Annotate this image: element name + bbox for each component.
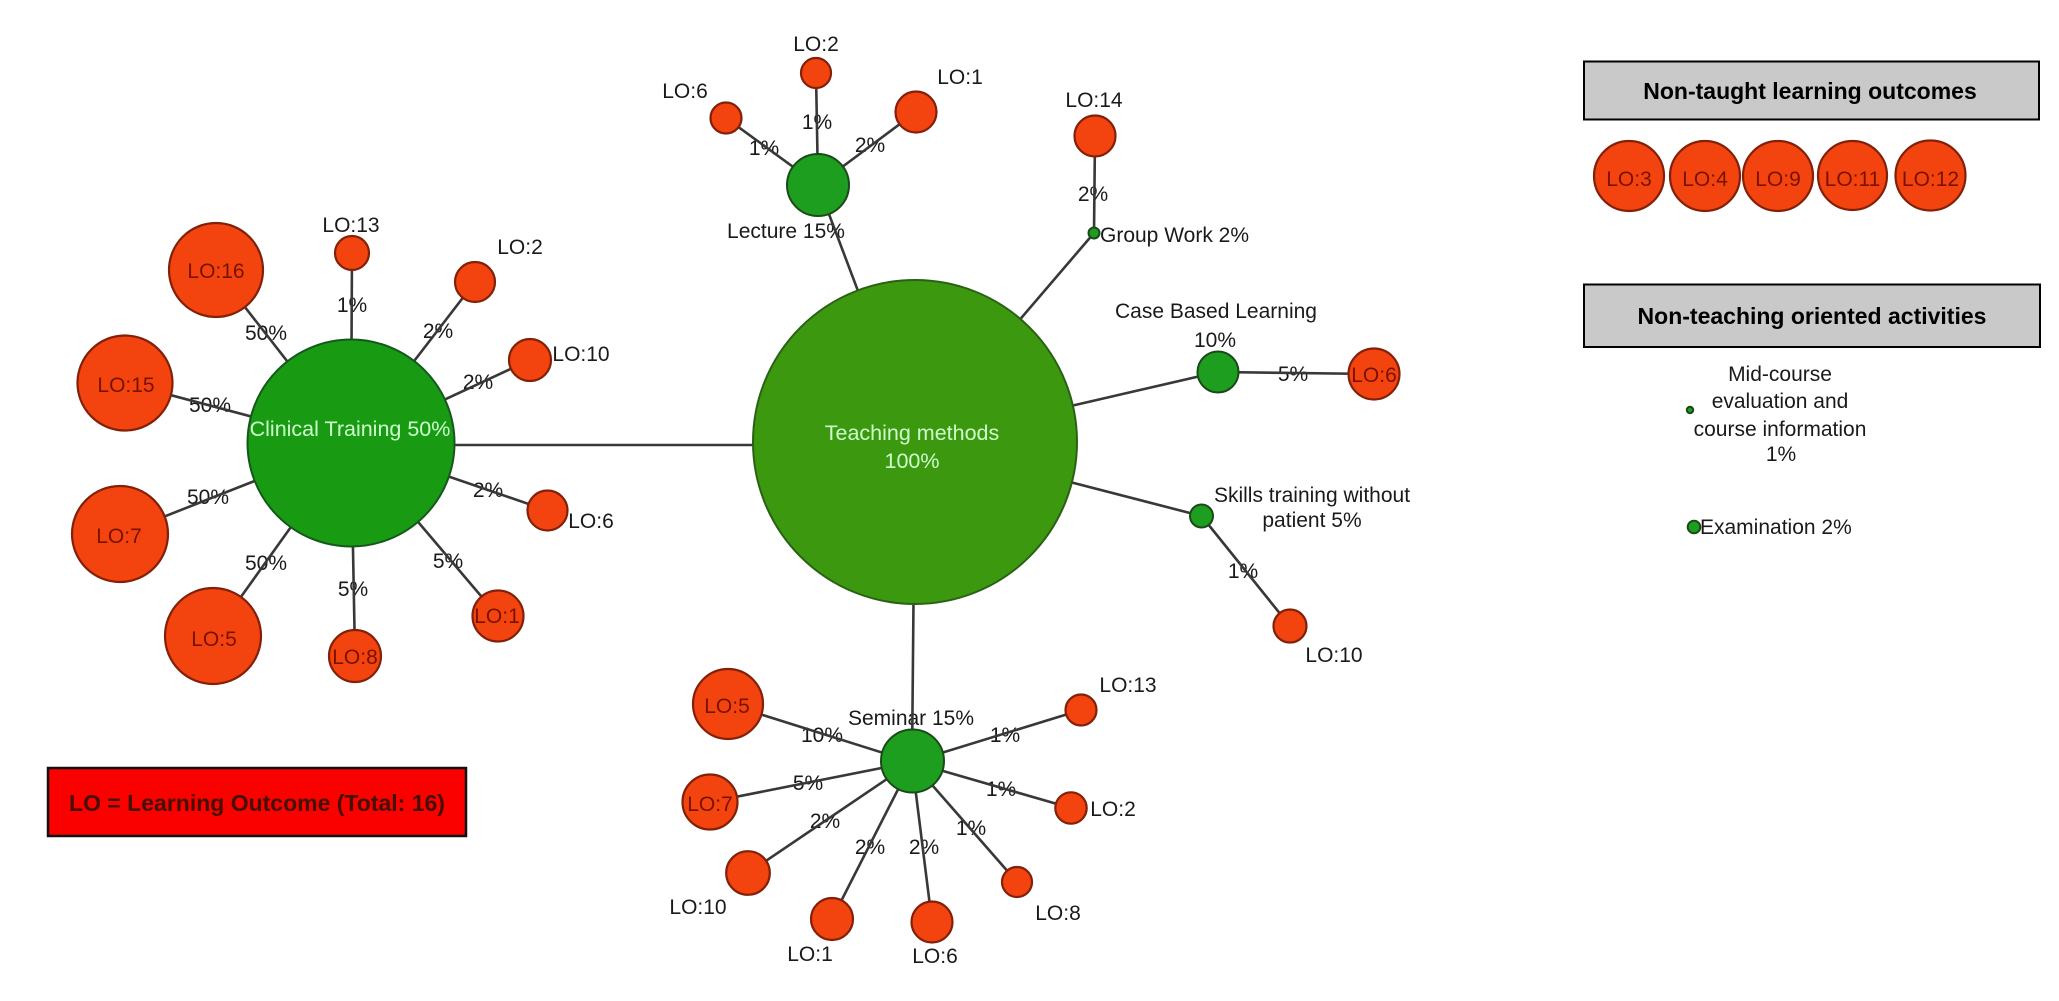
svg-text:LO:6: LO:6 — [568, 510, 614, 533]
svg-text:LO:15: LO:15 — [97, 374, 154, 397]
svg-text:LO = Learning Outcome (Total:: LO = Learning Outcome (Total: 16) — [69, 790, 445, 816]
svg-text:Case Based Learning: Case Based Learning — [1115, 300, 1317, 323]
svg-text:10%: 10% — [801, 724, 843, 747]
svg-text:Clinical Training 50%: Clinical Training 50% — [250, 417, 451, 441]
svg-text:LO:2: LO:2 — [1090, 798, 1136, 821]
svg-text:Seminar 15%: Seminar 15% — [848, 707, 974, 730]
svg-text:LO:5: LO:5 — [191, 628, 237, 651]
svg-text:LO:8: LO:8 — [332, 646, 378, 669]
svg-text:LO:4: LO:4 — [1682, 168, 1728, 191]
svg-text:LO:2: LO:2 — [793, 33, 839, 56]
svg-text:LO:11: LO:11 — [1825, 168, 1881, 191]
svg-text:5%: 5% — [1278, 363, 1308, 386]
svg-text:1%: 1% — [749, 137, 779, 160]
svg-text:LO:7: LO:7 — [96, 525, 142, 548]
svg-text:LO:10: LO:10 — [552, 343, 609, 366]
svg-text:Teaching methods: Teaching methods — [825, 421, 1000, 445]
svg-text:1%: 1% — [986, 778, 1016, 801]
svg-text:10%: 10% — [1194, 329, 1236, 352]
svg-text:2%: 2% — [909, 836, 939, 859]
svg-text:Examination 2%: Examination 2% — [1700, 516, 1852, 539]
svg-text:2%: 2% — [855, 836, 885, 859]
svg-text:LO:10: LO:10 — [669, 896, 726, 919]
svg-text:LO:3: LO:3 — [1606, 168, 1652, 191]
svg-text:LO:1: LO:1 — [937, 66, 983, 89]
svg-text:2%: 2% — [463, 371, 493, 394]
svg-text:evaluation and: evaluation and — [1712, 390, 1849, 413]
svg-text:LO:14: LO:14 — [1065, 89, 1123, 112]
svg-text:100%: 100% — [885, 449, 940, 473]
svg-text:LO:6: LO:6 — [1351, 364, 1397, 387]
svg-text:Skills training without: Skills training without — [1214, 484, 1410, 507]
svg-text:Group Work 2%: Group Work 2% — [1100, 224, 1249, 247]
svg-text:LO:12: LO:12 — [1902, 168, 1959, 191]
svg-text:1%: 1% — [1766, 443, 1796, 466]
svg-text:LO:1: LO:1 — [787, 943, 833, 966]
svg-text:LO:2: LO:2 — [497, 236, 543, 259]
svg-text:LO:1: LO:1 — [474, 605, 520, 628]
svg-text:LO:6: LO:6 — [662, 80, 708, 103]
svg-text:LO:16: LO:16 — [187, 260, 244, 283]
svg-text:LO:6: LO:6 — [912, 945, 958, 968]
svg-text:LO:5: LO:5 — [704, 695, 750, 718]
svg-text:course information: course information — [1694, 418, 1867, 441]
svg-text:Lecture 15%: Lecture 15% — [727, 220, 845, 243]
svg-text:LO:13: LO:13 — [1099, 674, 1156, 697]
svg-text:Non-teaching oriented activiti: Non-teaching oriented activities — [1638, 303, 1987, 329]
svg-text:patient 5%: patient 5% — [1262, 509, 1361, 532]
svg-text:Mid-course: Mid-course — [1728, 363, 1832, 386]
svg-text:LO:13: LO:13 — [322, 214, 379, 237]
svg-text:LO:8: LO:8 — [1035, 902, 1081, 925]
svg-text:LO:9: LO:9 — [1755, 168, 1801, 191]
svg-text:LO:10: LO:10 — [1305, 644, 1362, 667]
svg-text:LO:7: LO:7 — [687, 793, 733, 816]
svg-text:Non-taught learning outcomes: Non-taught learning outcomes — [1643, 78, 1977, 104]
svg-text:2%: 2% — [1078, 183, 1108, 206]
